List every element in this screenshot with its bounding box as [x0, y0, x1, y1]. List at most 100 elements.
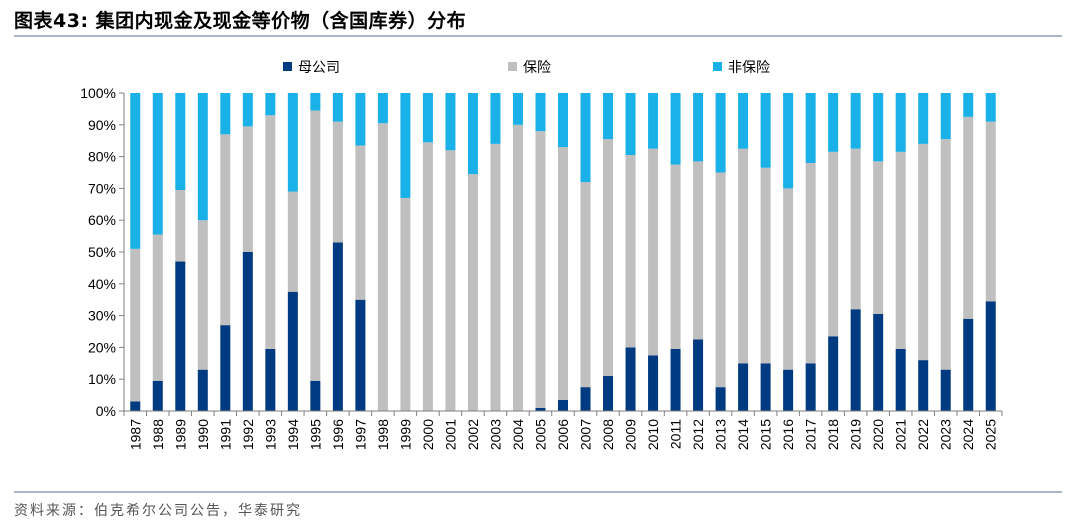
- bar-2025-series-1: [985, 301, 996, 411]
- legend-label-1: 母公司: [298, 60, 340, 76]
- bar-2019-series-2: [850, 148, 861, 310]
- x-tick-label: 2010: [645, 419, 661, 450]
- bar-1995-series-3: [310, 93, 321, 111]
- bar-2012-series-3: [693, 93, 704, 162]
- bar-1997-series-1: [355, 299, 366, 411]
- bar-2000-series-3: [422, 93, 433, 143]
- x-tick-label: 2023: [938, 419, 954, 450]
- x-tick-label: 2006: [555, 419, 571, 450]
- bar-2015-series-2: [760, 167, 771, 364]
- bar-2017-series-2: [805, 162, 816, 364]
- x-tick-label: 2017: [803, 419, 819, 450]
- y-tick-label: 90%: [88, 117, 116, 133]
- bar-2008-series-2: [603, 139, 614, 377]
- source-note: 资料来源：伯克希尔公司公告，华泰研究: [14, 503, 302, 519]
- footer-divider: [14, 491, 1062, 493]
- bar-1995-series-1: [310, 380, 321, 411]
- y-tick-label: 0%: [96, 403, 116, 419]
- bar-1988-series-3: [152, 93, 163, 235]
- x-tick-label: 2015: [758, 419, 774, 450]
- x-tick-label: 1999: [397, 419, 413, 450]
- x-tick-label: 1991: [217, 419, 233, 450]
- bar-1989-series-3: [175, 93, 186, 190]
- bar-2007-series-3: [580, 93, 591, 183]
- bar-2009-series-1: [625, 347, 636, 411]
- bar-2013-series-1: [715, 387, 726, 411]
- bar-2002-series-3: [467, 93, 478, 175]
- bar-1990-series-3: [197, 93, 208, 221]
- bar-2013-series-2: [715, 172, 726, 388]
- bar-2019-series-3: [850, 93, 861, 149]
- bar-2018-series-3: [828, 93, 839, 152]
- bar-2016-series-1: [783, 369, 794, 411]
- legend-label-3: 非保险: [728, 60, 770, 76]
- bar-1992-series-3: [242, 93, 253, 127]
- y-tick-label: 70%: [88, 180, 116, 196]
- title-divider: [14, 35, 1062, 37]
- y-tick-label: 80%: [88, 149, 116, 165]
- x-tick-label: 2019: [848, 419, 864, 450]
- bar-1999-series-3: [400, 93, 411, 198]
- bar-2010-series-3: [648, 93, 659, 149]
- bar-2021-series-3: [895, 93, 906, 152]
- bar-2003-series-2: [490, 143, 501, 411]
- bar-1992-series-1: [242, 252, 253, 411]
- chart-legend: 母公司 保险 非保险: [283, 60, 770, 76]
- bar-1994-series-2: [287, 191, 298, 292]
- bar-2008-series-3: [603, 93, 614, 140]
- y-tick-label: 60%: [88, 212, 116, 228]
- x-tick-label: 2021: [893, 419, 909, 450]
- bar-2000-series-2: [422, 142, 433, 412]
- bar-series: [130, 93, 996, 412]
- x-tick-label: 1992: [240, 419, 256, 450]
- bar-2012-series-2: [693, 161, 704, 340]
- bar-1998-series-2: [377, 123, 388, 412]
- x-tick-label: 1988: [150, 419, 166, 450]
- bar-1987-series-3: [130, 93, 141, 249]
- bar-1991-series-1: [220, 325, 231, 411]
- x-tick-label: 2008: [600, 419, 616, 450]
- x-axis: 1987 1988 1989 1990 1991 1992 1993 1994 1995 1996…: [123, 410, 1003, 450]
- bar-2001-series-3: [445, 93, 456, 151]
- bar-1996-series-3: [332, 93, 343, 122]
- x-tick-label: 2020: [870, 419, 886, 450]
- x-tick-label: 1994: [285, 419, 301, 450]
- chart-title: 图表43: 集团内现金及现金等价物（含国库券）分布: [14, 10, 467, 32]
- y-axis: 0% 10% 20% 30% 40% 50% 60% 70% 80% 90% 100%: [80, 85, 125, 419]
- legend-label-2: 保险: [523, 60, 551, 76]
- x-tick-label: 2001: [442, 419, 458, 450]
- x-tick-label: 2018: [825, 419, 841, 450]
- bar-2007-series-2: [580, 182, 591, 388]
- bar-2004-series-3: [512, 93, 523, 125]
- x-tick-label: 2003: [487, 419, 503, 450]
- bar-1990-series-2: [197, 220, 208, 370]
- bar-2019-series-1: [850, 309, 861, 411]
- bar-2011-series-3: [670, 93, 681, 165]
- x-tick-label: 2025: [983, 419, 999, 450]
- x-tick-label: 1987: [127, 419, 143, 450]
- bar-2009-series-3: [625, 93, 636, 156]
- x-tick-label: 1989: [172, 419, 188, 450]
- bar-1987-series-1: [130, 401, 141, 411]
- bar-1993-series-2: [265, 115, 276, 349]
- x-tick-label: 2002: [465, 419, 481, 450]
- bar-2020-series-3: [873, 93, 884, 162]
- y-tick-label: 30%: [88, 308, 116, 324]
- y-tick-label: 100%: [80, 85, 116, 101]
- bar-1999-series-2: [400, 197, 411, 411]
- x-tick-label: 2009: [623, 419, 639, 450]
- x-tick-label: 2005: [532, 419, 548, 450]
- legend-swatch-1: [283, 62, 292, 71]
- bar-1991-series-2: [220, 134, 231, 326]
- bar-2022-series-3: [918, 93, 929, 144]
- bar-2018-series-1: [828, 336, 839, 411]
- bar-1989-series-1: [175, 261, 186, 411]
- bar-2023-series-1: [940, 369, 951, 411]
- bar-1988-series-1: [152, 380, 163, 411]
- bar-1992-series-2: [242, 126, 253, 252]
- bar-2023-series-2: [940, 139, 951, 370]
- bar-1997-series-3: [355, 93, 366, 146]
- bar-1991-series-3: [220, 93, 231, 135]
- legend-swatch-2: [508, 62, 517, 71]
- bar-1990-series-1: [197, 369, 208, 411]
